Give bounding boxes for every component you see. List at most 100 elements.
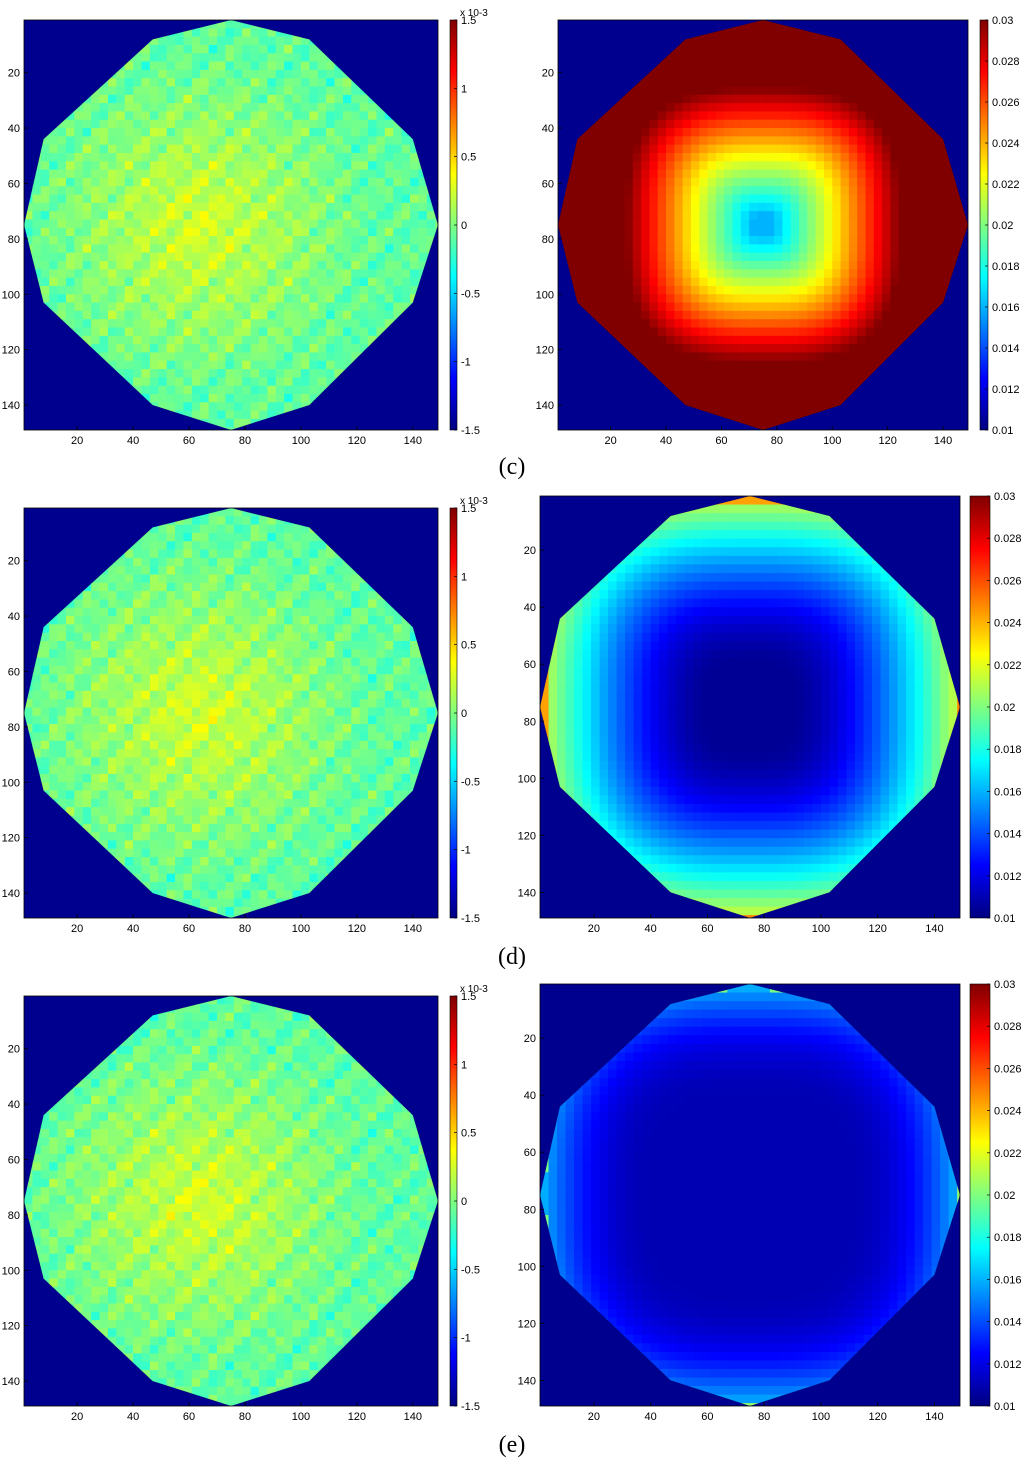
heatmap-cell (823, 61, 833, 71)
heatmap-cell (233, 78, 243, 88)
heatmap-cell (65, 186, 75, 196)
heatmap-cell (359, 269, 369, 279)
heatmap-cell (217, 103, 226, 112)
y-tick-label: 40 (8, 123, 20, 135)
heatmap-cell (740, 119, 750, 129)
heatmap-cell (599, 261, 609, 270)
heatmap-cell (116, 302, 126, 312)
heatmap-cell (674, 261, 684, 270)
heatmap-cell (275, 236, 285, 245)
heatmap-cell (765, 202, 775, 212)
heatmap-cell (715, 144, 725, 154)
heatmap-cell (740, 61, 750, 71)
heatmap-cell (882, 128, 891, 137)
heatmap-cell (200, 402, 210, 412)
heatmap-cell (317, 369, 327, 378)
heatmap-cell (898, 219, 908, 229)
heatmap-cell (133, 111, 143, 121)
heatmap-cell (757, 377, 767, 387)
heatmap-cell (141, 252, 151, 262)
heatmap-cell (699, 335, 709, 345)
heatmap-cell (393, 252, 403, 262)
heatmap-cell (32, 211, 42, 221)
heatmap-cell (242, 377, 252, 387)
heatmap-cell (191, 252, 201, 262)
heatmap-cell (191, 393, 201, 403)
heatmap-cell (401, 136, 411, 146)
heatmap-cell (124, 61, 134, 71)
heatmap-cell (275, 194, 285, 204)
heatmap-cell (649, 202, 659, 212)
heatmap-cell (782, 352, 792, 362)
heatmap-cell (649, 294, 659, 304)
heatmap-cell (74, 261, 84, 270)
heatmap-cell (233, 152, 243, 162)
heatmap-cell (940, 236, 950, 245)
heatmap-cell (208, 410, 218, 420)
heatmap-cell (666, 360, 675, 370)
heatmap-cell (401, 211, 411, 221)
heatmap-cell (267, 161, 277, 171)
heatmap-cell (217, 377, 226, 387)
heatmap-cell (225, 186, 235, 196)
heatmap-cell (657, 377, 667, 387)
heatmap-cell (334, 302, 344, 312)
heatmap-cell (632, 261, 642, 270)
heatmap-cell (890, 219, 900, 229)
heatmap-cell (857, 69, 867, 79)
heatmap-cell (309, 261, 319, 270)
heatmap-cell (300, 277, 310, 287)
heatmap-cell (682, 244, 692, 254)
heatmap-cell (107, 344, 117, 353)
colorbar-exponent-label: x 10-3 (460, 8, 488, 19)
heatmap-cell (141, 128, 151, 137)
heatmap-cell (624, 194, 634, 204)
heatmap-cell (351, 119, 361, 129)
heatmap-cell (607, 211, 617, 221)
heatmap-cell (317, 94, 327, 104)
heatmap-cell (890, 319, 900, 329)
heatmap-cell (890, 294, 900, 304)
heatmap-cell (715, 227, 725, 237)
heatmap-cell (49, 294, 59, 304)
heatmap-cell (410, 211, 419, 221)
heatmap-cell (732, 177, 742, 187)
heatmap-cell (948, 194, 958, 204)
heatmap-cell (410, 285, 419, 295)
heatmap-cell (715, 161, 725, 171)
heatmap-cell (749, 236, 759, 245)
heatmap-cell (99, 111, 109, 121)
heatmap-cell (74, 236, 84, 245)
heatmap-cell (99, 211, 109, 221)
heatmap-cell (782, 360, 792, 370)
heatmap-cell (848, 352, 858, 362)
heatmap-cell (183, 277, 193, 287)
heatmap-cell (410, 269, 419, 279)
heatmap-cell (40, 261, 50, 270)
heatmap-cell (82, 327, 92, 337)
heatmap-cell (907, 119, 916, 129)
heatmap-cell (807, 119, 817, 129)
heatmap-cell (309, 177, 319, 187)
heatmap-cell (309, 202, 319, 212)
heatmap-cell (342, 186, 352, 196)
heatmap-cell (183, 219, 193, 229)
heatmap-cell (682, 302, 692, 312)
heatmap-cell (732, 277, 742, 287)
heatmap-cell (275, 202, 285, 212)
heatmap-cell (309, 310, 319, 320)
heatmap-cell (699, 53, 709, 63)
heatmap-cell (624, 177, 634, 187)
heatmap-cell (832, 285, 842, 295)
heatmap-cell (393, 128, 403, 137)
heatmap-cell (790, 269, 800, 279)
heatmap-cell (790, 335, 800, 345)
heatmap-cell (749, 277, 759, 287)
heatmap-cell (217, 269, 226, 279)
heatmap-cell (124, 219, 134, 229)
heatmap-cell (632, 86, 642, 96)
heatmap-cell (275, 227, 285, 237)
heatmap-cell (49, 252, 59, 262)
heatmap-cell (724, 269, 734, 279)
heatmap-cell (740, 169, 750, 179)
